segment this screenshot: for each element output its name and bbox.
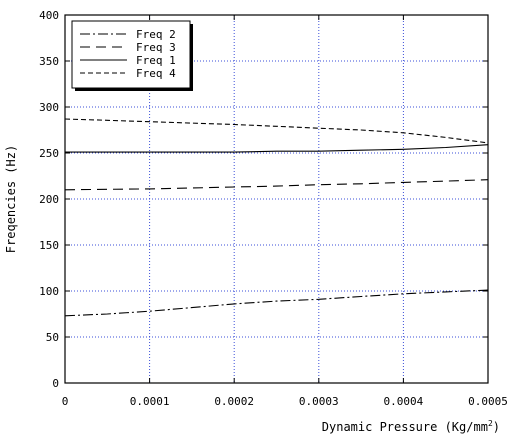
y-tick-label: 50 [46, 331, 59, 344]
legend-label: Freq 3 [136, 41, 176, 54]
legend-label: Freq 1 [136, 54, 176, 67]
y-tick-label: 400 [39, 9, 59, 22]
series-lines [64, 118, 489, 317]
legend-label: Freq 4 [136, 67, 176, 80]
x-tick-label: 0.0003 [299, 395, 339, 408]
y-tick-label: 0 [52, 377, 59, 390]
axis-ticks [64, 14, 489, 384]
x-axis-label-sup: 2 [488, 419, 493, 428]
grid-lines [65, 15, 488, 383]
y-tick-label: 350 [39, 55, 59, 68]
y-tick-label: 100 [39, 285, 59, 298]
x-tick-label: 0.0004 [384, 395, 424, 408]
x-axis-label: Dynamic Pressure (Kg/mm2) [322, 419, 500, 434]
x-tick-label: 0 [62, 395, 69, 408]
x-tick-label: 0.0005 [468, 395, 508, 408]
y-tick-label: 150 [39, 239, 59, 252]
tick-labels: 0 0.0001 0.0002 0.0003 0.0004 0.0005 0 50 100 150… [39, 9, 508, 408]
series-line-freq-3 [64, 179, 489, 191]
y-tick-label: 250 [39, 147, 59, 160]
x-tick-label: 0.0002 [214, 395, 254, 408]
legend-box [71, 20, 191, 89]
x-axis-label-end: ) [493, 420, 500, 434]
legend-label: Freq 2 [136, 28, 176, 41]
y-tick-label: 200 [39, 193, 59, 206]
x-axis-label-main: Dynamic Pressure (Kg/mm [322, 420, 488, 434]
y-axis-label: Freqencies (Hz) [4, 145, 18, 253]
y-tick-label: 300 [39, 101, 59, 114]
series-line-freq-4 [64, 118, 489, 144]
x-tick-label: 0.0001 [130, 395, 170, 408]
series-line-freq-1 [65, 144, 489, 153]
series-line-freq-2 [64, 289, 489, 317]
